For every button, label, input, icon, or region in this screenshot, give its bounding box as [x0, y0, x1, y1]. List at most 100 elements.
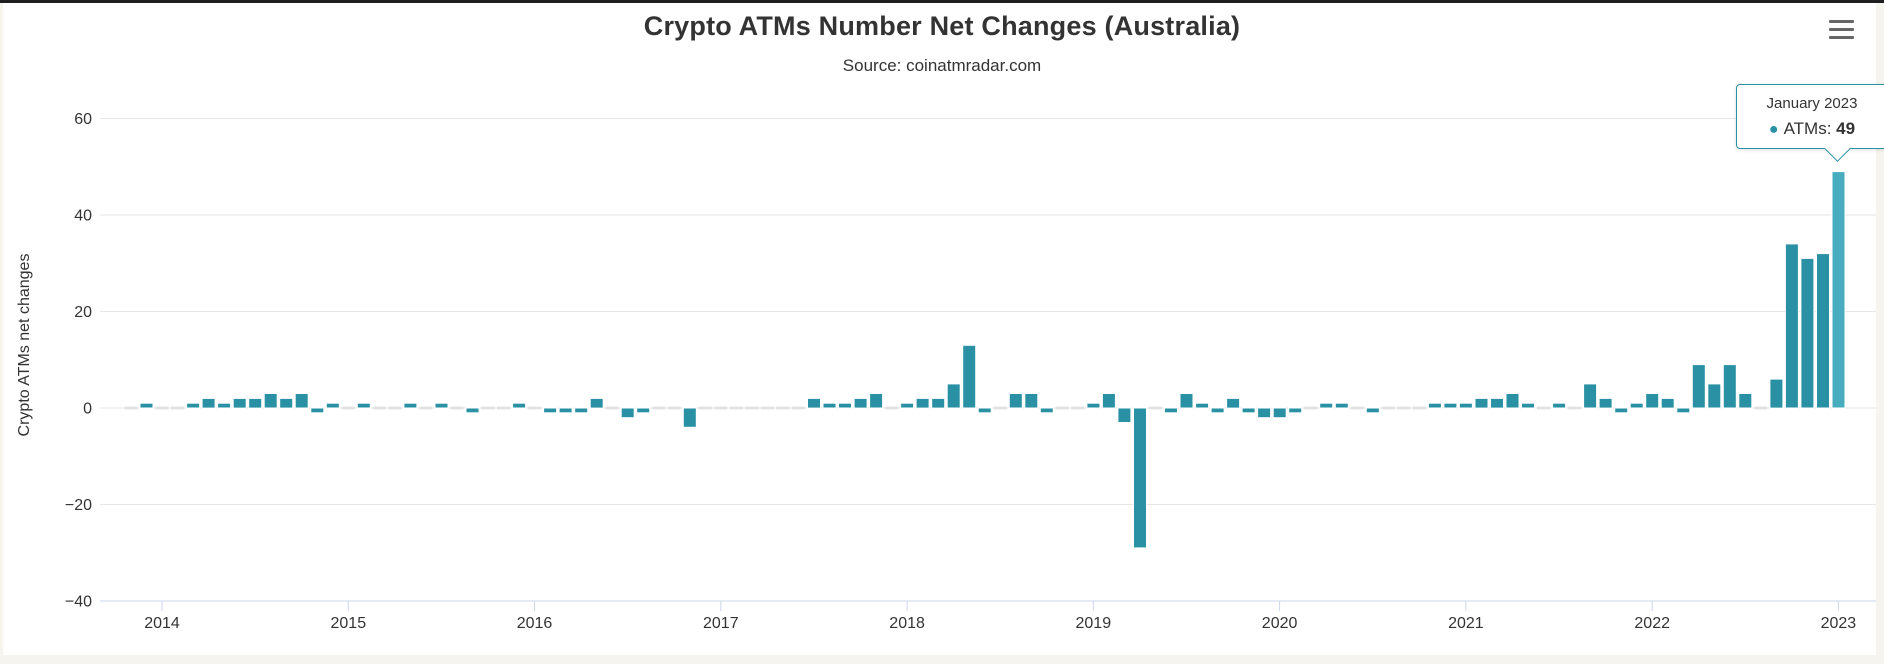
bar-2018-03[interactable]: [931, 397, 946, 409]
bar-2016-09[interactable]: [652, 406, 666, 410]
bar-2022-06[interactable]: [1722, 364, 1737, 409]
bar-2016-07[interactable]: [620, 407, 635, 419]
bar-2018-12[interactable]: [1071, 406, 1085, 410]
bar-2018-09[interactable]: [1024, 393, 1039, 409]
bar-2021-03[interactable]: [1490, 397, 1504, 409]
bar-2014-08[interactable]: [263, 393, 278, 409]
bar-2020-01[interactable]: [1272, 407, 1287, 419]
bar-2018-02[interactable]: [915, 397, 930, 409]
bar-2019-07[interactable]: [1179, 393, 1194, 409]
bar-2020-12[interactable]: [1443, 402, 1458, 409]
bar-2022-01[interactable]: [1645, 393, 1660, 409]
bar-2019-12[interactable]: [1257, 407, 1272, 419]
bar-2018-04[interactable]: [946, 383, 961, 409]
bar-2019-03[interactable]: [1117, 407, 1132, 423]
bar-2016-01[interactable]: [528, 406, 542, 410]
bar-2014-09[interactable]: [279, 397, 294, 409]
bar-2017-12[interactable]: [885, 406, 899, 410]
bar-2015-03[interactable]: [372, 406, 386, 410]
chart-context-menu-button[interactable]: [1829, 20, 1854, 39]
bar-2022-10[interactable]: [1784, 243, 1799, 409]
bar-2017-11[interactable]: [869, 393, 884, 409]
bar-2014-05[interactable]: [217, 402, 232, 409]
bar-2019-01[interactable]: [1086, 402, 1101, 409]
bar-2020-05[interactable]: [1334, 402, 1349, 409]
bar-2020-03[interactable]: [1304, 406, 1318, 410]
bar-2014-10[interactable]: [294, 393, 309, 409]
bar-2017-08[interactable]: [822, 402, 837, 409]
bar-2014-04[interactable]: [201, 397, 216, 409]
bar-2019-09[interactable]: [1210, 407, 1225, 414]
bar-2014-01[interactable]: [155, 406, 169, 410]
bar-2020-09[interactable]: [1397, 406, 1411, 410]
bar-2017-06[interactable]: [792, 406, 805, 410]
bar-2022-02[interactable]: [1660, 397, 1675, 409]
bar-2020-07[interactable]: [1365, 407, 1380, 414]
bar-2014-02[interactable]: [171, 406, 185, 410]
bar-2016-04[interactable]: [574, 407, 589, 414]
bar-2021-07[interactable]: [1552, 402, 1567, 409]
bar-2022-09[interactable]: [1769, 378, 1784, 409]
bar-2017-01[interactable]: [714, 406, 728, 410]
bar-2021-08[interactable]: [1568, 406, 1582, 410]
bar-2020-06[interactable]: [1350, 406, 1364, 410]
bar-2020-02[interactable]: [1288, 407, 1303, 414]
bar-2014-03[interactable]: [186, 402, 201, 409]
bar-2015-12[interactable]: [512, 402, 527, 409]
bar-2018-10[interactable]: [1039, 407, 1054, 414]
bar-2020-08[interactable]: [1381, 406, 1395, 410]
bar-2023-01[interactable]: [1831, 171, 1846, 409]
bar-2021-01[interactable]: [1458, 402, 1473, 409]
bar-2022-12[interactable]: [1816, 253, 1830, 409]
bar-2018-05[interactable]: [962, 344, 977, 409]
bar-2015-04[interactable]: [388, 406, 402, 410]
bar-2015-06[interactable]: [419, 406, 433, 410]
bar-2019-05[interactable]: [1149, 406, 1162, 410]
bar-2020-10[interactable]: [1412, 406, 1426, 410]
bar-2019-11[interactable]: [1241, 407, 1256, 414]
bar-2014-11[interactable]: [310, 407, 325, 414]
bar-2014-07[interactable]: [248, 397, 263, 409]
bar-2019-08[interactable]: [1195, 402, 1210, 409]
bar-2022-04[interactable]: [1691, 364, 1706, 409]
bar-2021-09[interactable]: [1583, 383, 1598, 409]
bar-2013-12[interactable]: [139, 402, 154, 409]
bar-2022-05[interactable]: [1707, 383, 1722, 409]
bar-2016-11[interactable]: [682, 407, 697, 428]
bar-2017-09[interactable]: [838, 402, 852, 409]
bar-2015-05[interactable]: [403, 402, 418, 409]
bar-2017-07[interactable]: [807, 397, 821, 409]
bar-2015-02[interactable]: [356, 402, 371, 409]
bar-2016-08[interactable]: [636, 407, 651, 414]
bar-2019-04[interactable]: [1133, 407, 1147, 549]
bar-2017-05[interactable]: [776, 406, 790, 410]
bar-2015-11[interactable]: [497, 406, 510, 410]
bar-2017-10[interactable]: [853, 397, 868, 409]
bar-2018-06[interactable]: [977, 407, 992, 414]
bar-2018-01[interactable]: [900, 402, 915, 409]
bar-2021-04[interactable]: [1505, 393, 1520, 409]
bar-2022-11[interactable]: [1800, 257, 1815, 409]
bar-2017-02[interactable]: [729, 406, 743, 410]
bar-2016-10[interactable]: [667, 406, 681, 410]
bar-2013-11[interactable]: [124, 406, 138, 410]
bar-2017-03[interactable]: [745, 406, 759, 410]
bar-2016-12[interactable]: [698, 406, 712, 410]
bar-2020-04[interactable]: [1319, 402, 1334, 409]
bar-2019-06[interactable]: [1164, 407, 1178, 414]
bar-2022-03[interactable]: [1676, 407, 1691, 414]
bar-2015-09[interactable]: [465, 407, 480, 414]
bar-2021-06[interactable]: [1537, 406, 1550, 410]
bar-2018-07[interactable]: [993, 406, 1007, 410]
bar-2016-02[interactable]: [543, 407, 558, 414]
bar-2015-10[interactable]: [481, 406, 495, 410]
bar-2021-05[interactable]: [1521, 402, 1535, 409]
bar-2018-08[interactable]: [1008, 393, 1023, 409]
bar-2015-07[interactable]: [434, 402, 449, 409]
bar-2015-08[interactable]: [450, 406, 464, 410]
bar-2022-07[interactable]: [1738, 393, 1753, 409]
bar-2019-10[interactable]: [1226, 397, 1241, 409]
bar-2016-06[interactable]: [605, 406, 619, 410]
bar-2021-11[interactable]: [1614, 407, 1629, 414]
bar-2020-11[interactable]: [1427, 402, 1442, 409]
